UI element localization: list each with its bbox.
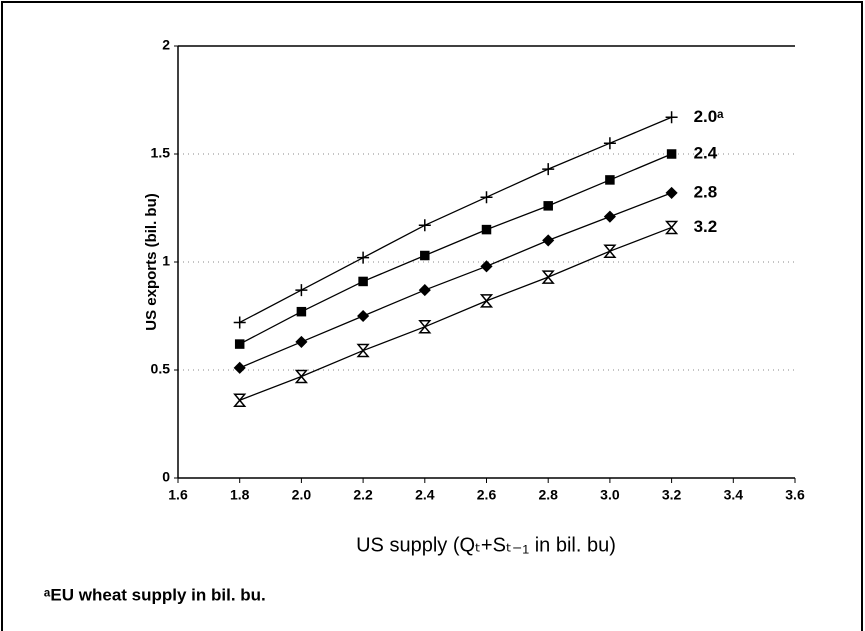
x-tick-label: 2.0 <box>292 487 312 503</box>
y-tick-label: 0 <box>162 469 170 485</box>
marker <box>357 309 370 323</box>
series-line <box>239 226 672 401</box>
marker <box>481 224 492 235</box>
marker <box>542 234 555 247</box>
marker <box>234 339 245 349</box>
marker <box>479 294 494 308</box>
marker <box>233 393 247 407</box>
marker <box>420 250 430 261</box>
series-line <box>239 192 672 369</box>
y-tick-label: 1 <box>162 253 170 269</box>
marker <box>358 276 368 287</box>
marker <box>480 260 493 273</box>
x-tick-label: 2.2 <box>353 487 373 503</box>
marker <box>664 220 679 235</box>
series-label: 2.4 <box>694 143 718 162</box>
y-tick-label: 0.5 <box>151 361 171 377</box>
x-axis-label: US supply (Qₜ+Sₜ₋₁ in bil. bu) <box>356 534 616 556</box>
marker <box>665 111 678 124</box>
marker <box>666 149 677 159</box>
series-line <box>239 116 672 324</box>
marker <box>294 369 309 384</box>
marker <box>603 137 616 150</box>
series-label: 2.8 <box>694 182 718 201</box>
marker <box>543 201 553 211</box>
x-tick-label: 3.6 <box>785 487 805 503</box>
marker <box>418 320 432 334</box>
marker <box>357 251 370 264</box>
marker <box>541 270 555 284</box>
x-tick-label: 3.2 <box>662 487 682 503</box>
x-tick-label: 3.4 <box>724 487 744 503</box>
marker <box>665 186 678 199</box>
marker <box>233 316 246 329</box>
marker <box>295 284 308 297</box>
marker <box>542 163 555 176</box>
series-line <box>239 153 672 345</box>
series-label: 3.2 <box>694 217 718 236</box>
footnote: ᵃEU wheat supply in bil. bu. <box>44 585 266 604</box>
marker <box>296 306 307 317</box>
marker <box>480 191 493 204</box>
x-tick-label: 2.4 <box>415 487 435 503</box>
x-tick-label: 2.6 <box>477 487 497 503</box>
marker <box>356 343 370 358</box>
series-label: 2.0ᵃ <box>694 107 725 126</box>
x-tick-label: 3.0 <box>600 487 620 503</box>
x-tick-label: 2.8 <box>538 487 558 503</box>
x-tick-label: 1.8 <box>230 487 250 503</box>
marker <box>603 210 616 223</box>
x-tick-label: 1.6 <box>168 487 188 503</box>
y-axis-label: US exports (bil. bu) <box>143 193 160 331</box>
marker <box>418 219 431 232</box>
y-tick-label: 1.5 <box>151 145 171 161</box>
y-tick-label: 2 <box>162 37 170 53</box>
marker <box>603 244 617 258</box>
marker <box>605 175 615 185</box>
marker <box>233 361 246 374</box>
marker <box>295 335 308 348</box>
marker <box>418 284 431 297</box>
